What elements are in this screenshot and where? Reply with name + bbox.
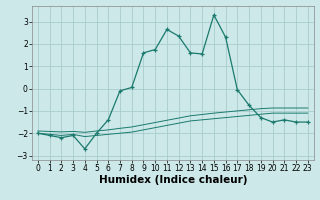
X-axis label: Humidex (Indice chaleur): Humidex (Indice chaleur) xyxy=(99,175,247,185)
